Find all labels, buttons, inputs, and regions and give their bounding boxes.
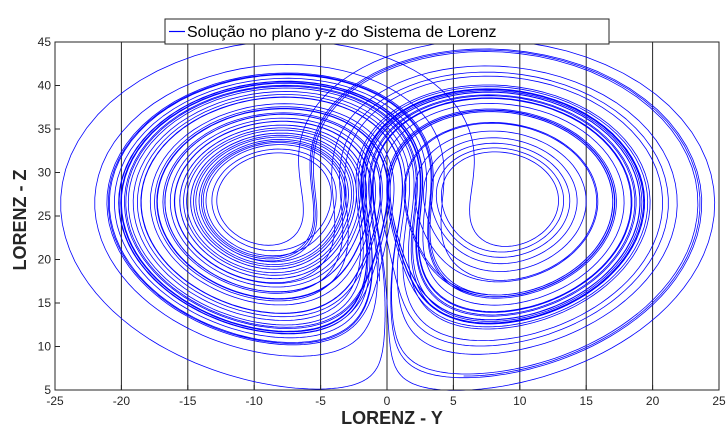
y-tick-label: 25: [38, 209, 52, 223]
y-tick-label: 5: [44, 383, 51, 397]
x-tick-label: 20: [646, 394, 660, 408]
x-tick-label: -10: [246, 394, 264, 408]
x-tick-label: -15: [179, 394, 197, 408]
x-tick-label: -25: [46, 394, 64, 408]
legend-box: [164, 18, 610, 45]
y-tick-label: 15: [38, 296, 52, 310]
y-tick-label: 35: [38, 122, 52, 136]
x-tick-label: 0: [384, 394, 391, 408]
y-axis-label: LORENZ - Z: [10, 170, 30, 271]
x-tick-label: 5: [450, 394, 457, 408]
x-tick-label: 25: [712, 394, 726, 408]
x-axis-label: LORENZ - Y: [341, 408, 443, 428]
series-line: [60, 39, 716, 391]
y-tick-label: 40: [38, 79, 52, 93]
y-tick-label: 10: [38, 340, 52, 354]
y-tick-label: 30: [38, 166, 52, 180]
x-tick-label: 10: [513, 394, 527, 408]
x-tick-label: -5: [315, 394, 326, 408]
legend-label: Solução no plano y-z do Sistema de Loren…: [187, 24, 497, 41]
x-tick-label: -20: [113, 394, 131, 408]
y-tick-label: 45: [38, 35, 52, 49]
legend: Solução no plano y-z do Sistema de Loren…: [164, 18, 610, 45]
y-tick-label: 20: [38, 253, 52, 267]
plot-area: [60, 39, 716, 391]
x-tick-label: 15: [580, 394, 594, 408]
axis-ticks: -25 -20 -15 -10 -5 0 5 10 15 20 25 5 10 15 20 25 30 35 40 4…: [38, 35, 726, 408]
